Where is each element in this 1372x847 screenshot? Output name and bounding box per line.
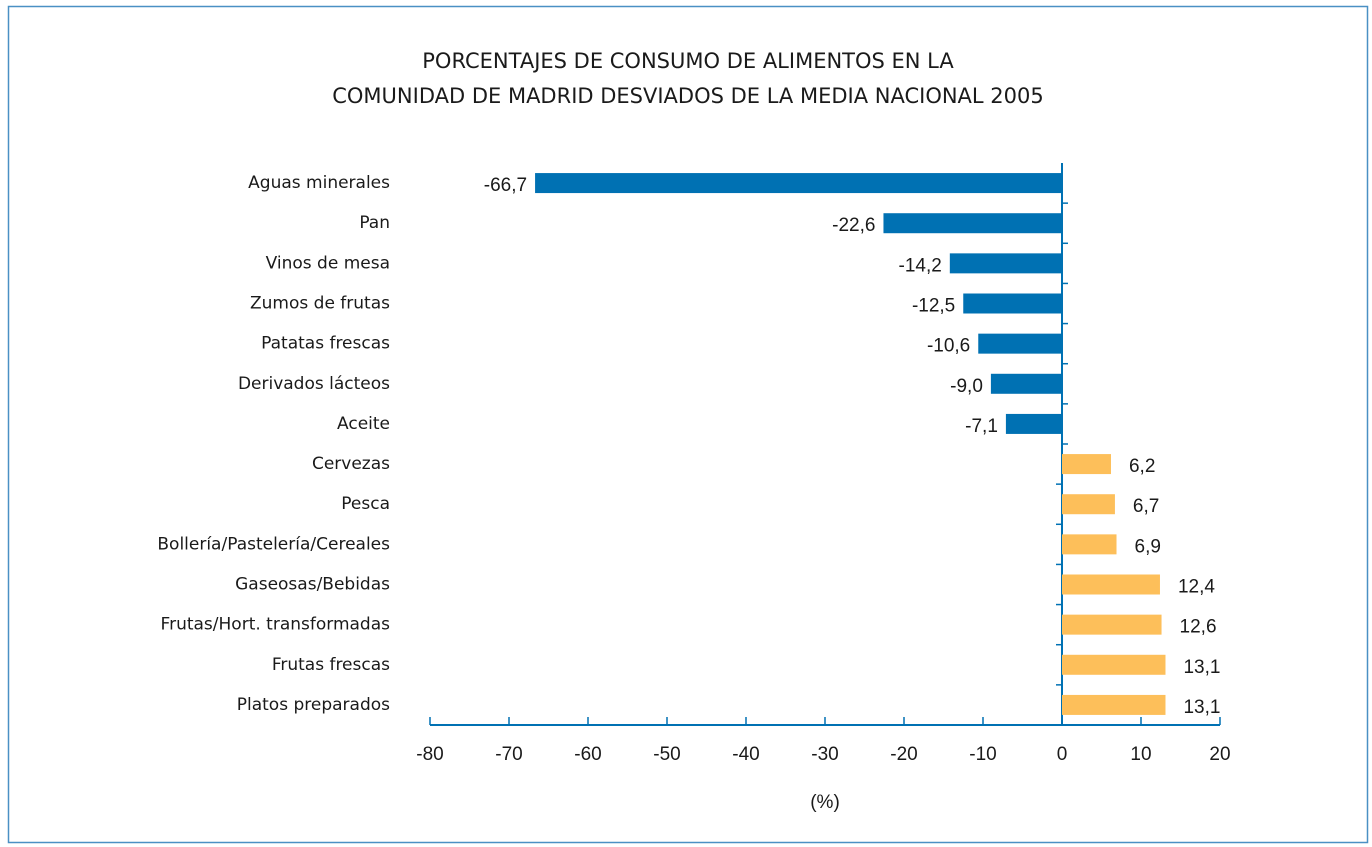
bar [1062,614,1162,635]
x-tick-label: -40 [732,744,759,765]
data-label: -12,5 [912,296,955,317]
bar [883,213,1062,234]
x-axis-label: (%) [810,792,840,813]
bar [1062,454,1111,475]
bar [1005,413,1062,434]
data-label: -22,6 [832,215,875,236]
chart-title: PORCENTAJES DE CONSUMO DE ALIMENTOS EN L… [422,49,954,73]
data-label: 6,9 [1135,536,1161,557]
bar [978,333,1062,354]
category-label: Aguas minerales [248,173,390,193]
x-tick-label: -50 [653,744,680,765]
frame [7,5,1369,844]
x-tick-label: -60 [574,744,601,765]
category-label: Derivados lácteos [238,374,390,394]
category-label: Aceite [337,414,390,434]
bar [1062,534,1117,555]
bar [949,253,1062,274]
data-label: 6,7 [1133,496,1159,517]
bar [990,373,1062,394]
category-label: Pan [359,213,390,233]
x-tick-label: -80 [416,744,443,765]
data-label: -7,1 [965,416,998,437]
chart-title: COMUNIDAD DE MADRID DESVIADOS DE LA MEDI… [332,84,1044,108]
category-label: Vinos de mesa [266,253,390,273]
x-tick-label: 10 [1130,744,1151,765]
data-label: -10,6 [927,336,970,357]
data-label: 12,4 [1178,577,1215,598]
x-tick-label: 20 [1209,744,1230,765]
category-label: Frutas/Hort. transformadas [161,615,391,635]
category-label: Zumos de frutas [250,294,390,314]
category-label: Platos preparados [237,695,390,715]
bar [1062,574,1160,595]
data-label: -14,2 [899,255,942,276]
data-label: 12,6 [1180,617,1217,638]
category-label: Patatas frescas [261,334,390,354]
x-tick-label: -20 [890,744,917,765]
x-tick-label: 0 [1057,744,1068,765]
data-label: -66,7 [484,175,527,196]
data-label: -9,0 [950,376,983,397]
category-label: Bollería/Pastelería/Cereales [157,534,390,554]
category-label: Gaseosas/Bebidas [235,575,390,595]
bar [1062,494,1115,515]
category-label: Frutas frescas [272,655,390,675]
bar [1062,694,1166,715]
data-label: 13,1 [1183,697,1220,718]
bar [535,173,1062,194]
bar [963,293,1062,314]
bar [1062,654,1166,675]
x-tick-label: -70 [495,744,522,765]
x-tick-label: -30 [811,744,838,765]
data-label: 6,2 [1129,456,1155,477]
category-label: Pesca [341,494,390,514]
category-label: Cervezas [312,454,390,474]
data-label: 13,1 [1183,657,1220,678]
x-tick-label: -10 [969,744,996,765]
